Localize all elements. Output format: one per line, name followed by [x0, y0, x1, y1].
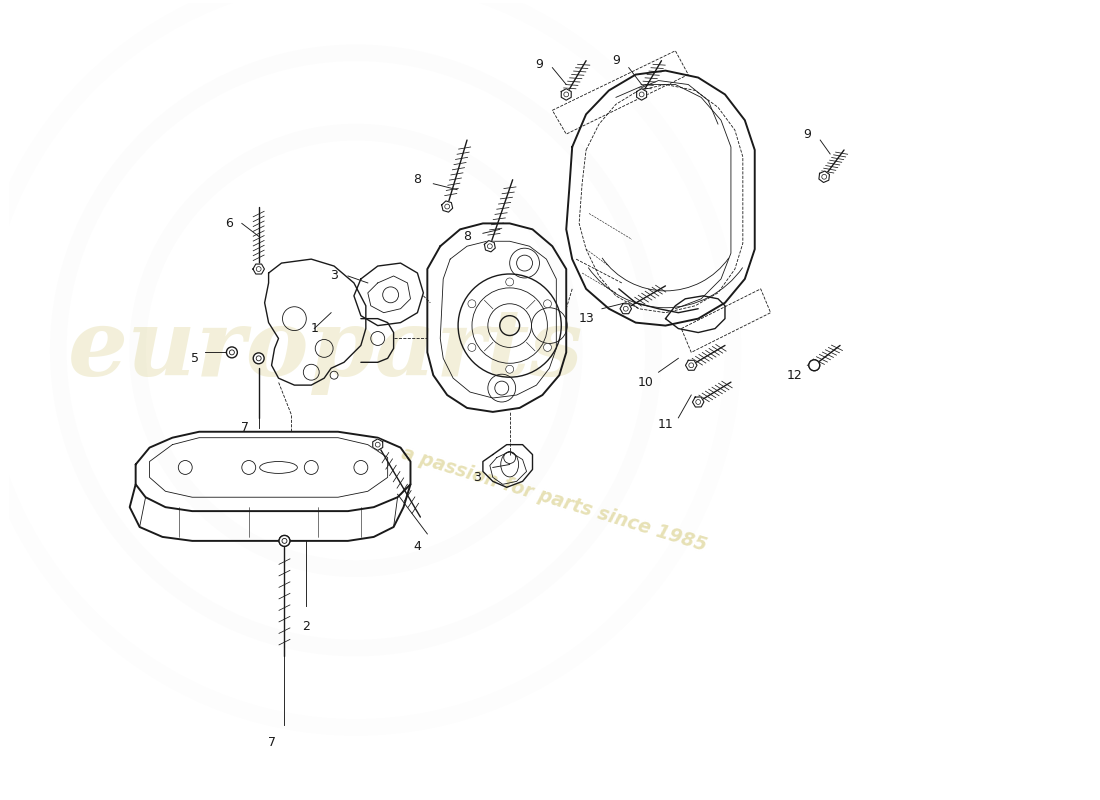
Text: europarts: europarts	[68, 306, 584, 395]
Circle shape	[808, 360, 820, 370]
Polygon shape	[620, 304, 631, 314]
Text: 12: 12	[786, 369, 802, 382]
Polygon shape	[637, 89, 647, 100]
Circle shape	[543, 343, 551, 351]
Text: a passion for parts since 1985: a passion for parts since 1985	[399, 443, 710, 555]
Text: 1: 1	[310, 322, 318, 335]
Circle shape	[808, 360, 820, 370]
Circle shape	[468, 300, 476, 308]
Polygon shape	[484, 241, 495, 252]
Circle shape	[253, 353, 264, 364]
Polygon shape	[561, 89, 571, 100]
Polygon shape	[253, 264, 264, 274]
Text: 8: 8	[414, 174, 421, 186]
Polygon shape	[692, 397, 704, 407]
Text: 10: 10	[638, 376, 653, 389]
Polygon shape	[373, 439, 383, 450]
Text: 3: 3	[473, 471, 481, 484]
Text: 4: 4	[414, 540, 421, 554]
Circle shape	[279, 535, 290, 546]
Text: 9: 9	[803, 128, 812, 141]
Polygon shape	[685, 360, 697, 370]
Text: 13: 13	[579, 312, 594, 325]
Text: 5: 5	[191, 352, 199, 365]
Polygon shape	[442, 201, 453, 212]
Text: 8: 8	[463, 230, 471, 242]
Text: 9: 9	[536, 58, 543, 71]
Text: 11: 11	[658, 418, 673, 431]
Circle shape	[227, 347, 238, 358]
Circle shape	[543, 300, 551, 308]
Text: 9: 9	[612, 54, 619, 67]
Text: 7: 7	[241, 422, 249, 434]
Circle shape	[506, 366, 514, 374]
Text: 2: 2	[302, 620, 310, 633]
Text: 7: 7	[267, 736, 276, 749]
Text: 6: 6	[226, 217, 233, 230]
Circle shape	[468, 343, 476, 351]
Circle shape	[506, 278, 514, 286]
Text: 3: 3	[330, 270, 338, 282]
Circle shape	[279, 535, 290, 546]
Polygon shape	[818, 171, 829, 182]
